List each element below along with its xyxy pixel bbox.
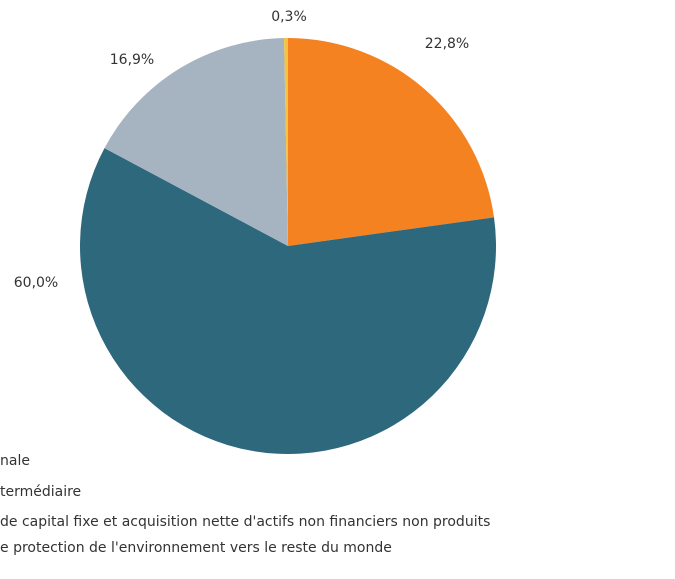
data-label: 60,0%: [14, 275, 58, 291]
legend-label: e protection de l'environnement vers le …: [0, 540, 392, 556]
legend-label: de capital fixe et acquisition nette d'a…: [0, 514, 490, 530]
pie-slice: [288, 38, 495, 246]
pie-slice: [104, 38, 288, 246]
pie-slice: [284, 38, 288, 246]
data-label: 22,8%: [425, 36, 469, 52]
pie-slice: [80, 148, 496, 454]
legend-label: nale: [0, 453, 30, 469]
legend-label: termédiaire: [0, 484, 81, 500]
data-label: 16,9%: [110, 52, 154, 68]
data-label: 0,3%: [271, 9, 307, 25]
